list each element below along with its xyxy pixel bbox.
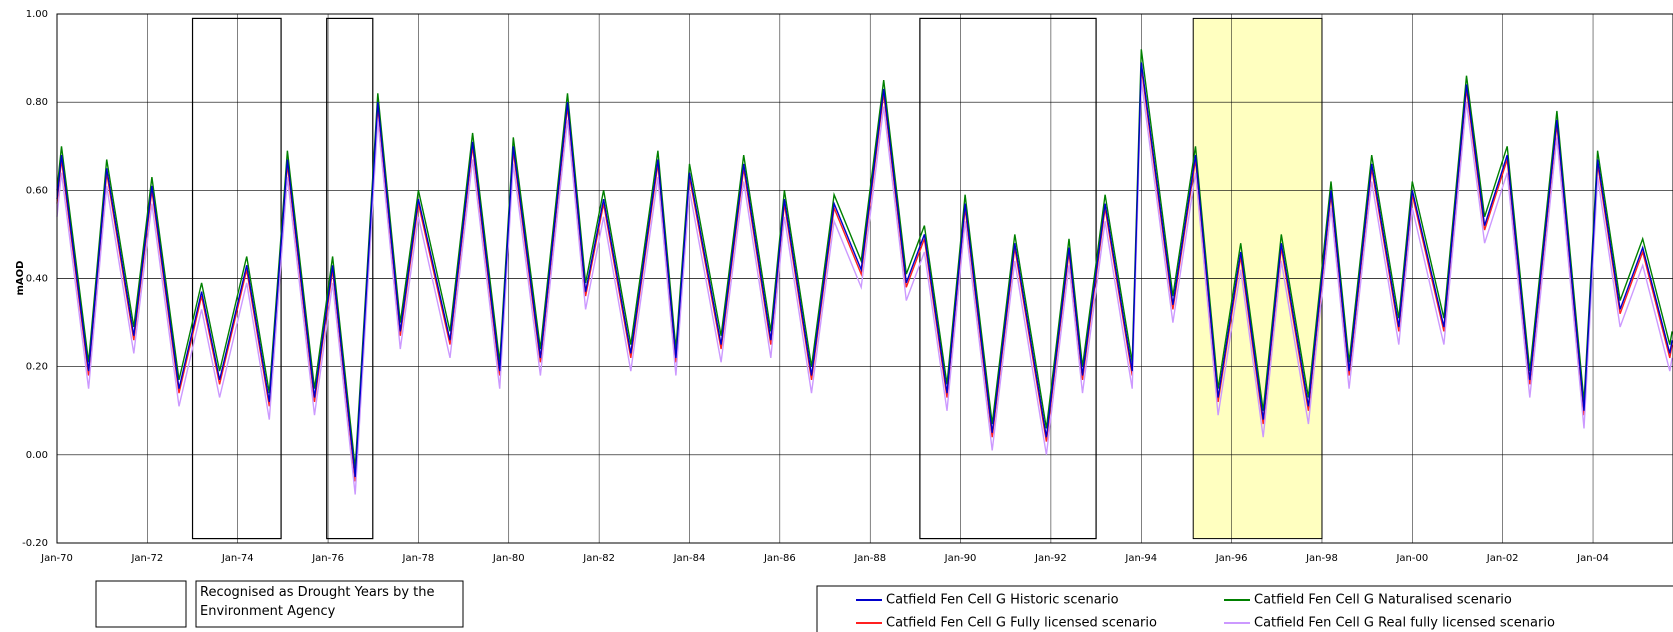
series-line [56, 66, 1673, 482]
x-tick-label: Jan-84 [673, 553, 706, 564]
y-tick-label: 1.00 [26, 9, 48, 20]
plot-border [56, 13, 1673, 544]
drought-legend-text: Recognised as Drought Years by the Envir… [200, 585, 435, 619]
drought-legend-swatch [95, 580, 187, 628]
x-tick-label: Jan-04 [1576, 553, 1609, 564]
x-tick-label: Jan-88 [853, 553, 886, 564]
x-tick-label: Jan-00 [1395, 553, 1428, 564]
x-tick-label: Jan-92 [1034, 553, 1067, 564]
drought-legend-box [195, 580, 464, 628]
x-tick-label: Jan-86 [763, 553, 796, 564]
legend-label: Catfield Fen Cell G Fully licensed scena… [886, 616, 1157, 631]
x-tick-label: Jan-94 [1124, 553, 1157, 564]
y-tick-label: 0.80 [26, 97, 48, 108]
x-tick-label: Jan-96 [1215, 553, 1248, 564]
legend-label: Catfield Fen Cell G Naturalised scenario [1254, 593, 1512, 608]
y-tick-label: 0.20 [26, 362, 48, 373]
series-line [56, 49, 1673, 469]
legend-label: Catfield Fen Cell G Historic scenario [886, 593, 1119, 608]
y-tick-label: 0.40 [26, 274, 48, 285]
x-tick-label: Jan-02 [1486, 553, 1519, 564]
legend-box [816, 585, 1673, 632]
y-tick-label: 0.00 [26, 450, 48, 461]
y-tick-label: -0.20 [22, 538, 48, 549]
x-tick-label: Jan-74 [221, 553, 254, 564]
x-tick-label: Jan-80 [492, 553, 525, 564]
series-line [56, 62, 1673, 477]
legend-label: Catfield Fen Cell G Real fully licensed … [1254, 616, 1555, 631]
drought-period [191, 17, 282, 540]
x-tick-label: Jan-72 [130, 553, 163, 564]
x-tick-label: Jan-90 [944, 553, 977, 564]
drought-period [326, 17, 374, 540]
x-tick-label: Jan-82 [582, 553, 615, 564]
x-tick-label: Jan-76 [311, 553, 344, 564]
y-axis-label: mAOD [15, 261, 26, 296]
x-tick-label: Jan-98 [1305, 553, 1338, 564]
series-line [56, 80, 1673, 495]
y-tick-label: 0.60 [26, 185, 48, 196]
drought-legend-wrap: Recognised as Drought Years by the Envir… [200, 585, 435, 619]
x-tick-label: Jan-78 [402, 553, 435, 564]
x-tick-label: Jan-70 [40, 553, 73, 564]
